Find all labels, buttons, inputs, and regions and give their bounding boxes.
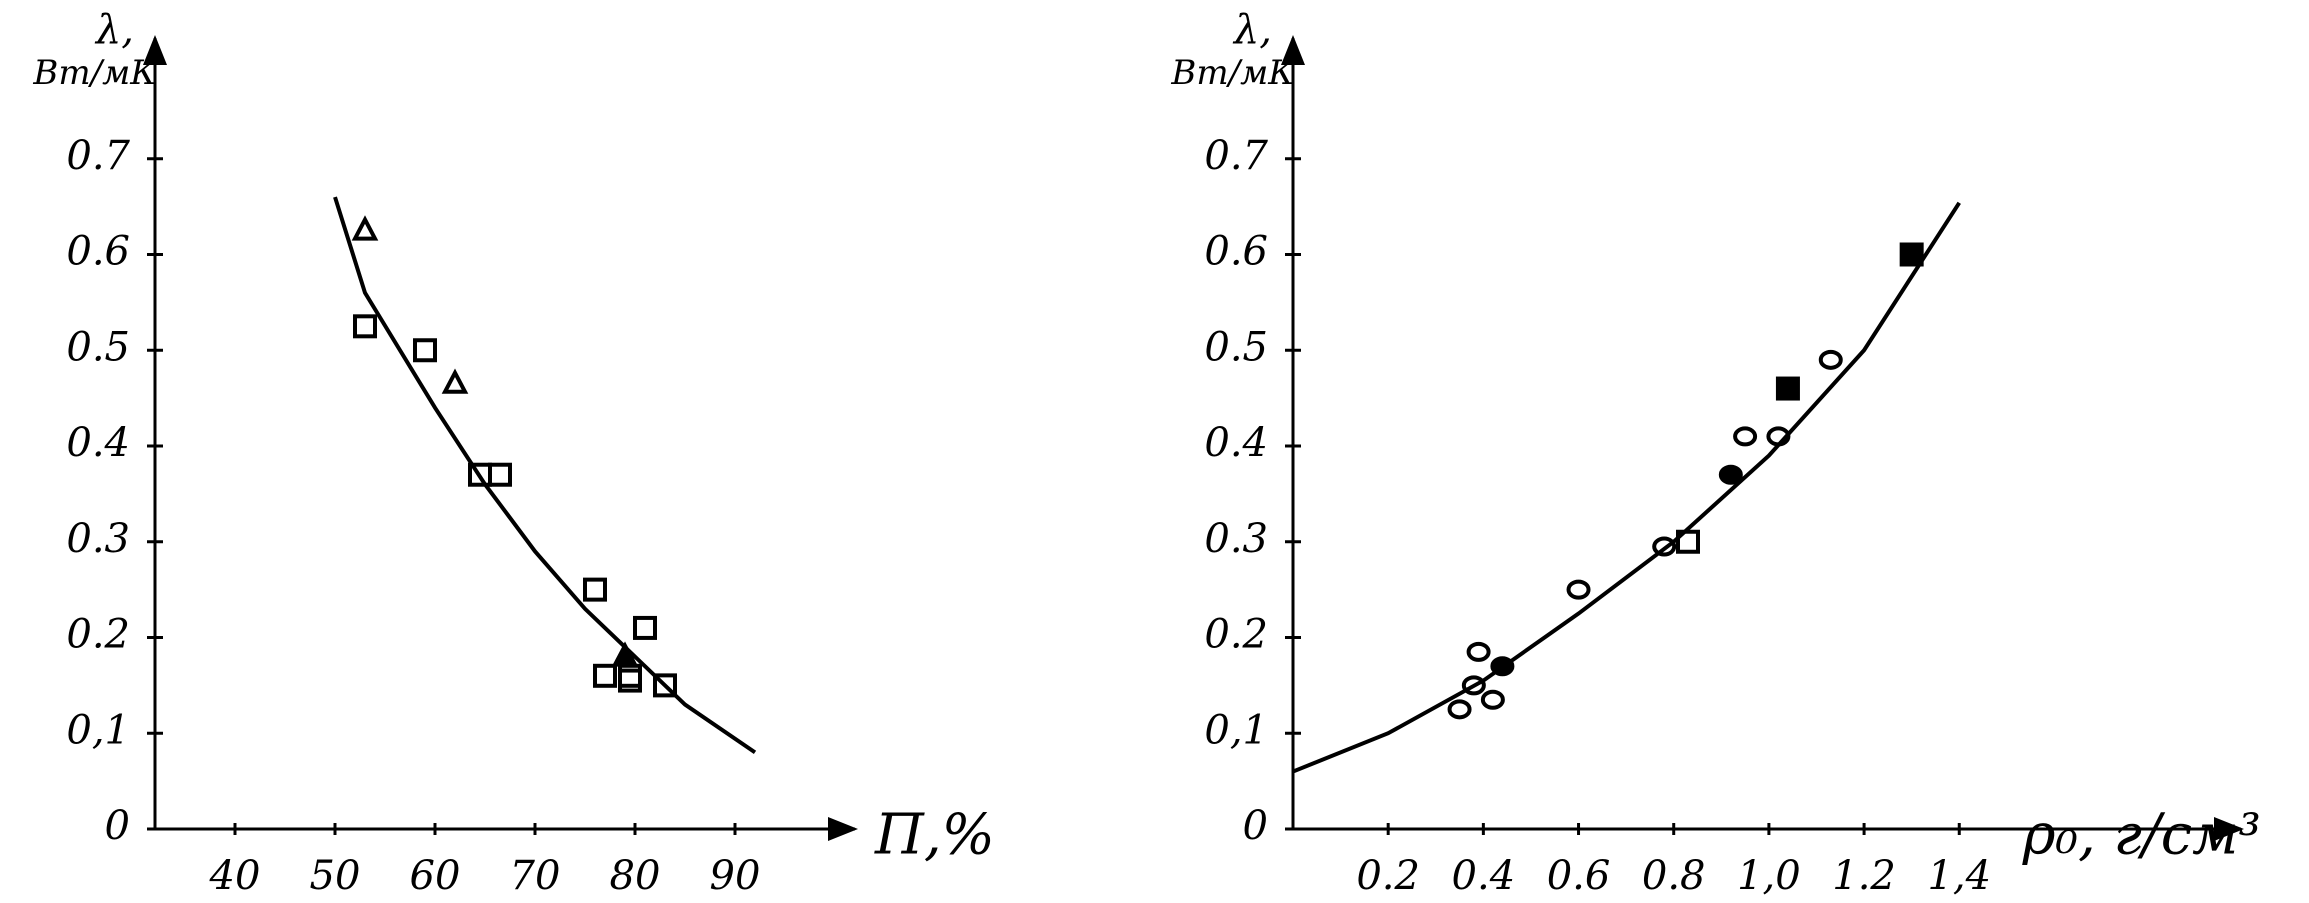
y-tick-label: 0.2: [1204, 612, 1268, 658]
y-tick-label: 0.4: [66, 420, 130, 466]
y-axis-label: λ,: [94, 7, 134, 53]
circle-point: [1718, 464, 1743, 485]
y-tick-label: 0.6: [1204, 229, 1268, 275]
triangle-point: [611, 641, 639, 667]
square-point: [618, 668, 642, 693]
y-tick-label: 0: [105, 803, 130, 849]
square-point: [413, 338, 437, 363]
circle-point: [1733, 426, 1758, 447]
fit-curve: [333, 196, 757, 755]
x-tick-label: 60: [410, 853, 461, 899]
circle-point: [1566, 579, 1591, 600]
y-tick-label: 0.3: [66, 516, 130, 562]
square-point: [488, 462, 512, 487]
x-tick-label: 50: [310, 853, 361, 899]
square-point: [1899, 242, 1924, 267]
circle-point: [1652, 536, 1677, 557]
circle-point: [1466, 641, 1491, 662]
fit-curve: [1292, 201, 1961, 774]
x-tick-label: 0.6: [1547, 853, 1611, 899]
square-point: [1775, 376, 1800, 401]
x-tick-label: 1,0: [1737, 853, 1801, 899]
square-point: [593, 663, 617, 688]
x-axis-label: П,%: [874, 803, 995, 868]
y-axis-unit: Вт/мК: [32, 53, 158, 93]
x-tick-label: 1.2: [1832, 853, 1896, 899]
y-tick-label: 0.6: [66, 229, 130, 275]
y-tick-label: 0,1: [66, 707, 130, 753]
x-tick-label: 0.4: [1452, 853, 1516, 899]
y-tick-label: 0,1: [1204, 707, 1268, 753]
y-axis-unit: Вт/мК: [1170, 53, 1296, 93]
y-tick-label: 0.2: [66, 612, 130, 658]
x-tick-label: 90: [710, 853, 761, 899]
y-tick-label: 0.7: [66, 133, 130, 179]
x-axis-label: ρ₀, г/см³: [2022, 803, 2261, 868]
x-tick-label: 80: [610, 853, 661, 899]
triangle-point: [351, 215, 379, 241]
circle-point: [1461, 675, 1486, 696]
x-tick-label: 70: [510, 853, 561, 899]
square-point: [653, 673, 677, 698]
square-point: [583, 577, 607, 602]
y-tick-label: 0.5: [66, 324, 130, 370]
y-tick-label: 0.4: [1204, 420, 1268, 466]
square-point: [633, 615, 657, 640]
circle-point: [1480, 689, 1505, 710]
y-tick-label: 0.3: [1204, 516, 1268, 562]
y-axis-label: λ,: [1232, 7, 1272, 53]
y-tick-label: 0.7: [1204, 133, 1268, 179]
circle-point: [1818, 349, 1843, 370]
y-tick-label: 0: [1243, 803, 1268, 849]
circle-point: [1447, 699, 1472, 720]
triangle-point: [441, 368, 469, 394]
square-point: [353, 314, 377, 339]
x-tick-label: 1,4: [1927, 853, 1991, 899]
x-tick-label: 0.8: [1642, 853, 1706, 899]
y-tick-label: 0.5: [1204, 324, 1268, 370]
square-point: [1675, 529, 1700, 554]
x-tick-label: 40: [209, 853, 261, 899]
x-tick-label: 0.2: [1356, 853, 1420, 899]
